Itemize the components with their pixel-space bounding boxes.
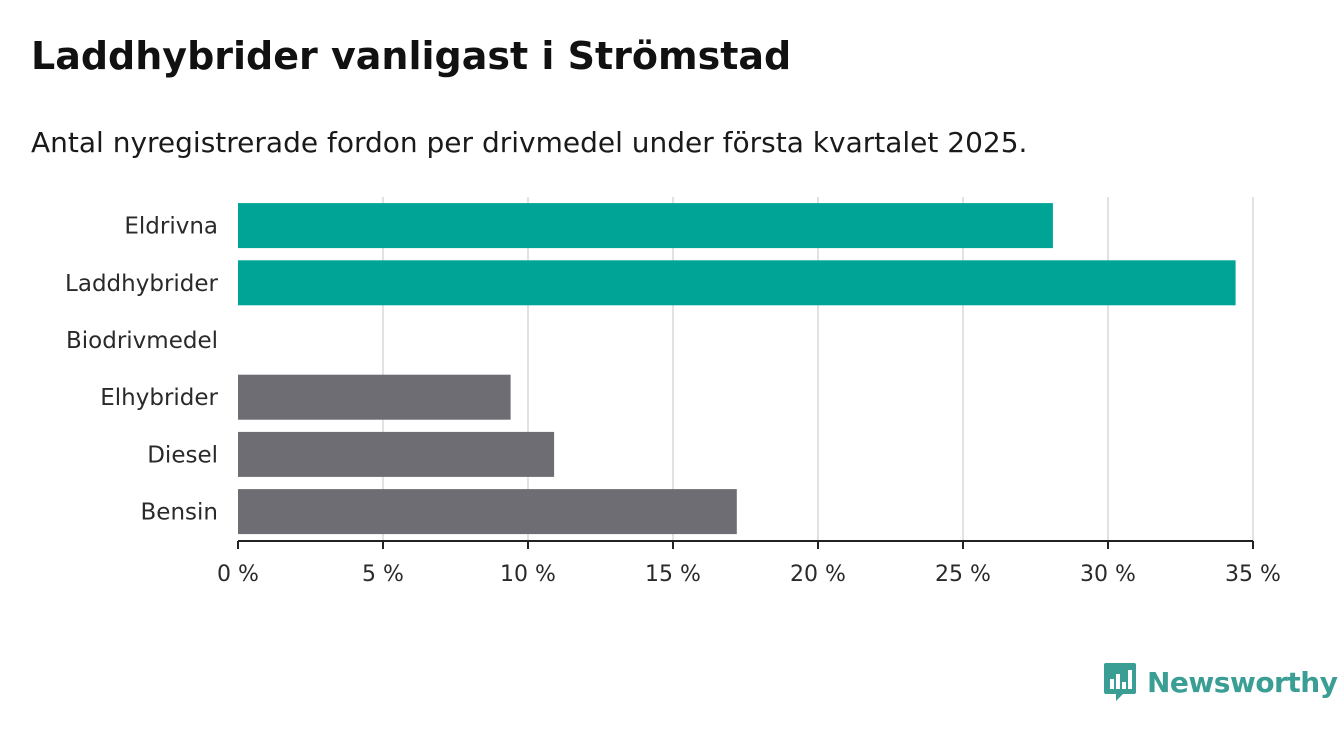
chart-subtitle: Antal nyregistrerade fordon per drivmede…	[31, 126, 1028, 159]
category-label: Biodrivmedel	[66, 328, 218, 354]
bar	[238, 260, 1236, 306]
bar	[238, 374, 511, 420]
x-tick-label: 30 %	[1080, 562, 1136, 587]
brand-logo: Newsworthy	[1103, 662, 1338, 702]
category-label: Laddhybrider	[65, 271, 218, 297]
bar	[238, 203, 1053, 249]
x-tick-label: 10 %	[500, 562, 556, 587]
x-tick-label: 5 %	[362, 562, 404, 587]
bar	[238, 489, 737, 535]
category-label: Eldrivna	[124, 214, 218, 240]
x-tick-label: 0 %	[217, 562, 259, 587]
brand-name: Newsworthy	[1147, 665, 1338, 699]
category-label: Diesel	[147, 442, 218, 468]
x-tick-label: 20 %	[790, 562, 846, 587]
bar	[238, 431, 555, 477]
x-tick-label: 35 %	[1225, 562, 1281, 587]
x-tick-label: 15 %	[645, 562, 701, 587]
x-tick-label: 25 %	[935, 562, 991, 587]
category-label: Elhybrider	[100, 385, 218, 411]
category-label: Bensin	[141, 500, 218, 526]
chart-title: Laddhybrider vanligast i Strömstad	[31, 34, 792, 78]
newsworthy-logo-icon	[1104, 663, 1136, 701]
